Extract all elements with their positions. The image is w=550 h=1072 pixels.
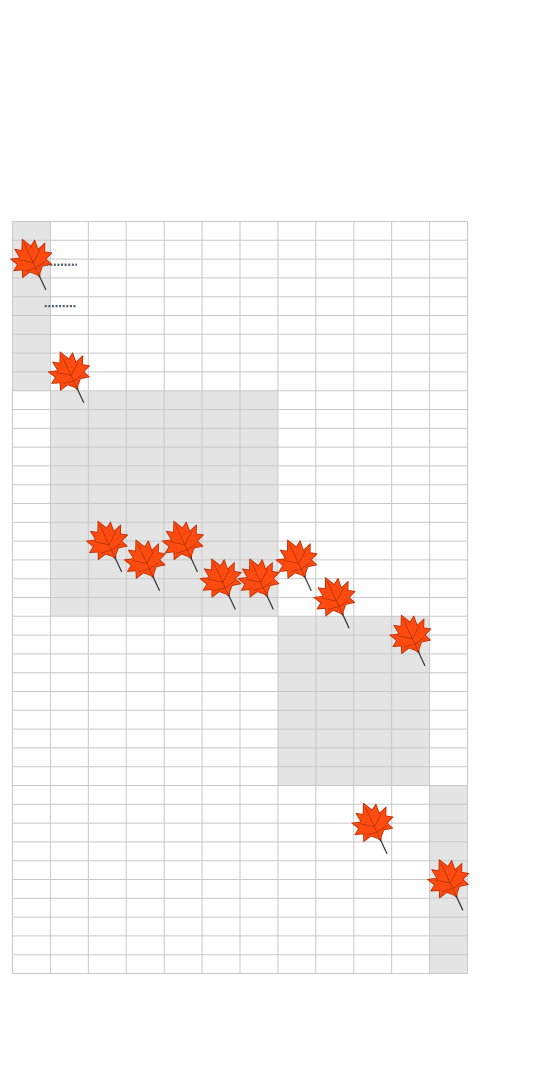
grid-lines [12,221,468,974]
dotted-markers [44,263,77,308]
